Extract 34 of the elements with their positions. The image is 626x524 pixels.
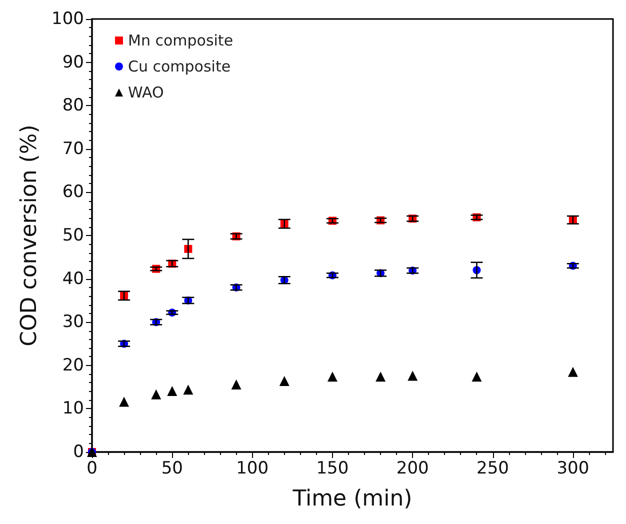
x-tick-label: 50 bbox=[161, 458, 183, 478]
y-axis-title: COD conversion (%) bbox=[17, 124, 42, 346]
point bbox=[167, 386, 178, 396]
y-tick-label: 30 bbox=[62, 312, 84, 332]
y-tick-label: 100 bbox=[52, 9, 84, 29]
x-axis-title: Time (min) bbox=[292, 486, 412, 512]
point bbox=[376, 372, 386, 382]
y-tick-label: 70 bbox=[62, 138, 84, 159]
point bbox=[231, 379, 242, 390]
y-tick-label: 10 bbox=[62, 398, 84, 419]
point bbox=[472, 372, 482, 382]
x-tick-label: 300 bbox=[556, 458, 590, 478]
point bbox=[568, 366, 578, 377]
y-tick-label: 0 bbox=[73, 442, 84, 462]
x-tick-label: 150 bbox=[316, 458, 349, 478]
point bbox=[408, 370, 418, 381]
y-tick-label: 80 bbox=[62, 96, 84, 116]
legend-label: WAO bbox=[128, 84, 164, 102]
y-tick-label: 60 bbox=[62, 182, 84, 202]
x-tick-label: 100 bbox=[236, 458, 269, 478]
y-tick-label: 40 bbox=[62, 268, 84, 289]
x-tick-label: 250 bbox=[476, 458, 509, 478]
legend-label: Mn composite bbox=[128, 32, 234, 50]
point bbox=[151, 389, 162, 400]
y-tick-label: 50 bbox=[62, 226, 84, 246]
x-tick-label: 200 bbox=[396, 458, 429, 478]
point bbox=[183, 384, 194, 395]
y-tick-label: 90 bbox=[62, 52, 84, 72]
point bbox=[327, 372, 338, 382]
legend-label: Cu composite bbox=[128, 58, 231, 76]
point bbox=[279, 376, 290, 386]
x-tick-label: 0 bbox=[86, 458, 98, 478]
point bbox=[119, 396, 130, 407]
y-tick-label: 20 bbox=[62, 355, 84, 376]
